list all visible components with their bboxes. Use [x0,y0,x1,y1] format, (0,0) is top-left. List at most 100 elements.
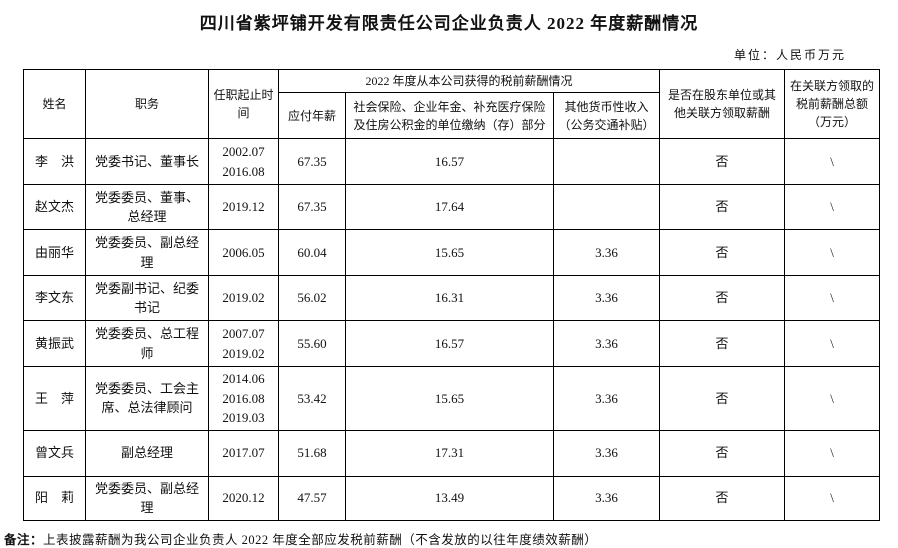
cell-name: 阳 莉 [23,475,86,521]
table-row: 李文东 党委副书记、纪委书记 2019.02 56.02 16.31 3.36 … [23,275,881,321]
table-row: 赵文杰 党委委员、董事、总经理 2019.12 67.35 17.64 否 \ [23,184,881,230]
cell-related-total: \ [784,366,881,431]
cell-related-total: \ [784,275,881,321]
cell-insurance: 16.31 [345,275,554,321]
cell-related-party: 否 [659,320,786,367]
cell-related-party: 否 [659,184,786,230]
cell-other-income: 3.36 [552,429,661,477]
col-header-position: 职务 [85,69,209,139]
cell-other-income: 3.36 [552,320,661,367]
header-row-sub: 应付年薪 社会保险、企业年金、补充医疗保险及住房公积金的单位缴纳（存）部分 其他… [24,92,880,139]
cell-name: 曾文兵 [23,429,86,477]
cell-other-income: 3.36 [552,366,661,431]
cell-other-income [552,184,661,230]
cell-position: 党委委员、董事、总经理 [85,184,209,230]
cell-name: 由丽华 [23,229,86,276]
tenure-line: 2006.05 [222,244,265,260]
cell-tenure: 2014.06 2016.08 2019.03 [208,366,279,431]
salary-table: 姓名 职务 任职起止时间 2022 年度从本公司获得的税前薪酬情况 是否在股东单… [23,69,881,521]
cell-tenure: 2019.12 [208,184,279,230]
cell-position: 党委副书记、纪委书记 [85,275,209,321]
header-row-group: 姓名 职务 任职起止时间 2022 年度从本公司获得的税前薪酬情况 是否在股东单… [23,69,881,139]
cell-insurance: 17.64 [345,184,554,230]
cell-name: 李 洪 [23,138,86,185]
tenure-line: 2019.03 [222,410,265,425]
col-header-2022-group: 2022 年度从本公司获得的税前薪酬情况 [277,69,661,93]
cell-position: 副总经理 [85,429,209,477]
tenure-line: 2019.02 [222,345,265,361]
cell-salary-payable: 67.35 [278,184,346,230]
cell-tenure: 2002.07 2016.08 [208,138,279,185]
tenure-line: 2019.12 [222,199,265,215]
cell-salary-payable: 47.57 [278,475,346,521]
page-title: 四川省紫坪铺开发有限责任公司企业负责人 2022 年度薪酬情况 [199,14,699,33]
cell-related-total: \ [784,320,881,367]
cell-insurance: 16.57 [345,138,554,185]
col-header-salary-payable: 应付年薪 [278,92,346,139]
cell-related-party: 否 [659,429,786,477]
cell-salary-payable: 51.68 [278,429,346,477]
cell-other-income: 3.36 [552,475,661,521]
cell-tenure: 2019.02 [208,275,279,321]
tenure-line: 2019.02 [222,290,265,306]
cell-salary-payable: 56.02 [278,275,346,321]
table-body: 李 洪 党委书记、董事长 2002.07 2016.08 67.35 16.57… [23,138,881,521]
col-header-related-total: 在关联方领取的税前薪酬总额（万元） [784,69,881,139]
cell-position: 党委委员、副总经理 [85,475,209,521]
cell-related-party: 否 [659,275,786,321]
tenure-line: 2007.07 [222,326,265,341]
col-header-tenure: 任职起止时间 [208,69,279,139]
cell-salary-payable: 67.35 [278,138,346,185]
tenure-line: 2002.07 [222,144,265,159]
cell-name: 黄振武 [23,320,86,367]
cell-related-total: \ [784,429,881,477]
unit-note: 单位：人民币万元 [733,48,846,62]
cell-name: 赵文杰 [23,184,86,230]
cell-other-income: 3.36 [552,229,661,276]
cell-name: 王 萍 [23,366,86,431]
cell-position: 党委书记、董事长 [85,138,209,185]
cell-salary-payable: 60.04 [278,229,346,276]
cell-position: 党委委员、总工程师 [85,320,209,367]
col-header-other-income: 其他货币性收入（公务交通补贴） [552,92,661,139]
cell-insurance: 15.65 [345,366,554,431]
cell-insurance: 15.65 [345,229,554,276]
cell-position: 党委委员、工会主席、总法律顾问 [85,366,209,431]
cell-tenure: 2006.05 [208,229,279,276]
table-row: 由丽华 党委委员、副总经理 2006.05 60.04 15.65 3.36 否… [23,229,881,276]
cell-related-total: \ [784,475,881,521]
tenure-line: 2016.08 [222,163,265,179]
cell-salary-payable: 55.60 [278,320,346,367]
cell-insurance: 17.31 [345,429,554,477]
cell-position: 党委委员、副总经理 [85,229,209,276]
cell-other-income: 3.36 [552,275,661,321]
cell-name: 李文东 [23,275,86,321]
table-row: 阳 莉 党委委员、副总经理 2020.12 47.57 13.49 3.36 否… [23,475,881,521]
cell-related-total: \ [784,138,881,185]
table-row: 曾文兵 副总经理 2017.07 51.68 17.31 3.36 否 \ [23,429,881,477]
cell-other-income [552,138,661,185]
cell-insurance: 13.49 [345,475,554,521]
cell-related-party: 否 [659,366,786,431]
table-row: 李 洪 党委书记、董事长 2002.07 2016.08 67.35 16.57… [23,138,881,185]
cell-insurance: 16.57 [345,320,554,367]
cell-related-party: 否 [659,138,786,185]
tenure-line: 2016.08 [222,390,265,406]
cell-tenure: 2017.07 [208,429,279,477]
cell-related-total: \ [784,184,881,230]
tenure-line: 2020.12 [222,490,265,506]
cell-tenure: 2020.12 [208,475,279,521]
col-header-insurance: 社会保险、企业年金、补充医疗保险及住房公积金的单位缴纳（存）部分 [345,92,554,139]
table-row: 王 萍 党委委员、工会主席、总法律顾问 2014.06 2016.08 2019… [23,366,881,431]
tenure-line: 2017.07 [222,445,265,461]
cell-salary-payable: 53.42 [278,366,346,431]
col-header-name: 姓名 [23,69,86,139]
tenure-line: 2014.06 [222,371,265,386]
footnote-text: 上表披露薪酬为我公司企业负责人 2022 年度全部应发税前薪酬（不含发放的以往年… [43,532,598,547]
cell-related-party: 否 [659,475,786,521]
col-header-related-party: 是否在股东单位或其他关联方领取薪酬 [659,69,786,139]
cell-related-total: \ [784,229,881,276]
cell-related-party: 否 [659,229,786,276]
footnote: 备注：上表披露薪酬为我公司企业负责人 2022 年度全部应发税前薪酬（不含发放的… [4,529,898,548]
